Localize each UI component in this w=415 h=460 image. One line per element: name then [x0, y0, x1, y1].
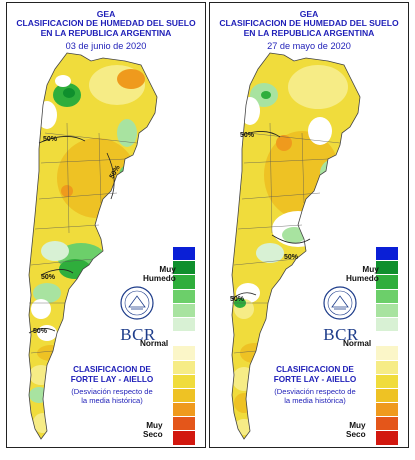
isoline-label: 50%	[240, 132, 255, 139]
classification-note: (Desviación respecto de la media históri…	[59, 387, 165, 405]
legend-swatch	[376, 247, 398, 262]
panel-title-main: CLASIFICACION DE HUMEDAD DEL SUELO	[219, 18, 399, 28]
legend-swatch	[376, 275, 398, 290]
legend-swatch	[376, 374, 398, 389]
legend-swatch	[376, 289, 398, 304]
classification-title-line: CLASIFICACION DE FORTE LAY - AIELLO	[70, 365, 154, 384]
legend-label-very-wet: Muy Humedo	[143, 265, 176, 283]
legend-swatch	[376, 261, 398, 276]
legend-swatch	[173, 275, 195, 290]
legend-swatch	[173, 388, 195, 404]
bcr-seal-logo	[323, 286, 357, 320]
legend-swatch	[173, 374, 195, 389]
isoline-label: 50%	[284, 254, 299, 261]
legend-label-normal: Normal	[140, 339, 169, 348]
panel-title-gea: GEA	[299, 9, 319, 19]
classification-title: CLASIFICACION DE FORTE LAY - AIELLO	[260, 365, 370, 385]
legend-swatch	[173, 261, 195, 276]
legend-label-normal: Normal	[343, 339, 372, 348]
classification-title: CLASIFICACION DE FORTE LAY - AIELLO	[57, 365, 167, 385]
map-panel-june: GEA CLASIFICACION DE HUMEDAD DEL SUELO E…	[6, 2, 206, 448]
legend-swatch	[173, 303, 195, 318]
panel-title-gea: GEA	[96, 9, 116, 19]
legend-swatch	[173, 431, 195, 446]
legend-label-very-dry: Muy Seco	[143, 421, 163, 439]
legend-swatch	[376, 417, 398, 432]
classification-note-text: (Desviación respecto de la media históri…	[274, 387, 356, 405]
legend-swatch	[376, 332, 398, 347]
legend-swatch	[173, 360, 195, 375]
soil-moisture-map: 50% 50% 50%	[230, 52, 361, 440]
legend-swatch	[376, 431, 398, 446]
legend-swatch	[376, 317, 398, 333]
province-borders	[29, 122, 138, 354]
legend-swatch	[173, 317, 195, 333]
legend-swatch	[173, 346, 195, 361]
isoline-label: 50%	[41, 274, 56, 281]
panel-title-country: EN LA REPUBLICA ARGENTINA	[243, 28, 375, 38]
legend-swatch	[376, 346, 398, 361]
legend-swatch	[173, 403, 195, 418]
legend-swatch	[376, 388, 398, 404]
isoline-label: 50%	[33, 328, 48, 335]
panel-title-main: CLASIFICACION DE HUMEDAD DEL SUELO	[16, 18, 196, 28]
legend-swatch	[173, 289, 195, 304]
legend-swatch	[376, 303, 398, 318]
panel-date: 27 de mayo de 2020	[267, 41, 351, 51]
panel-date: 03 de junio de 2020	[65, 41, 147, 51]
classification-note: (Desviación respecto de la media históri…	[262, 387, 368, 405]
isoline-label: 50%	[43, 136, 58, 143]
bcr-logo-text: BCR	[120, 325, 156, 344]
legend-swatch	[173, 332, 195, 347]
isoline-label: 50%	[230, 296, 245, 303]
map-panel-may: GEA CLASIFICACION DE HUMEDAD DEL SUELO E…	[209, 2, 409, 448]
legend-color-bar	[173, 247, 195, 446]
legend-swatch	[173, 417, 195, 432]
legend-label-very-dry: Muy Seco	[346, 421, 366, 439]
contour-lines	[28, 136, 115, 334]
legend-label-very-wet: Muy Humedo	[346, 265, 379, 283]
legend-swatch	[376, 403, 398, 418]
classification-title-line: CLASIFICACION DE FORTE LAY - AIELLO	[273, 365, 357, 384]
contour-lines	[231, 131, 311, 300]
bcr-logo-text: BCR	[323, 325, 359, 344]
classification-note-text: (Desviación respecto de la media históri…	[71, 387, 153, 405]
legend-swatch	[173, 247, 195, 262]
legend-swatch	[376, 360, 398, 375]
bcr-seal-logo	[120, 286, 154, 320]
province-borders	[232, 122, 341, 354]
legend-color-bar	[376, 247, 398, 446]
soil-moisture-map: 50% 50% 50% 50%	[28, 52, 158, 440]
panel-title-country: EN LA REPUBLICA ARGENTINA	[40, 28, 172, 38]
